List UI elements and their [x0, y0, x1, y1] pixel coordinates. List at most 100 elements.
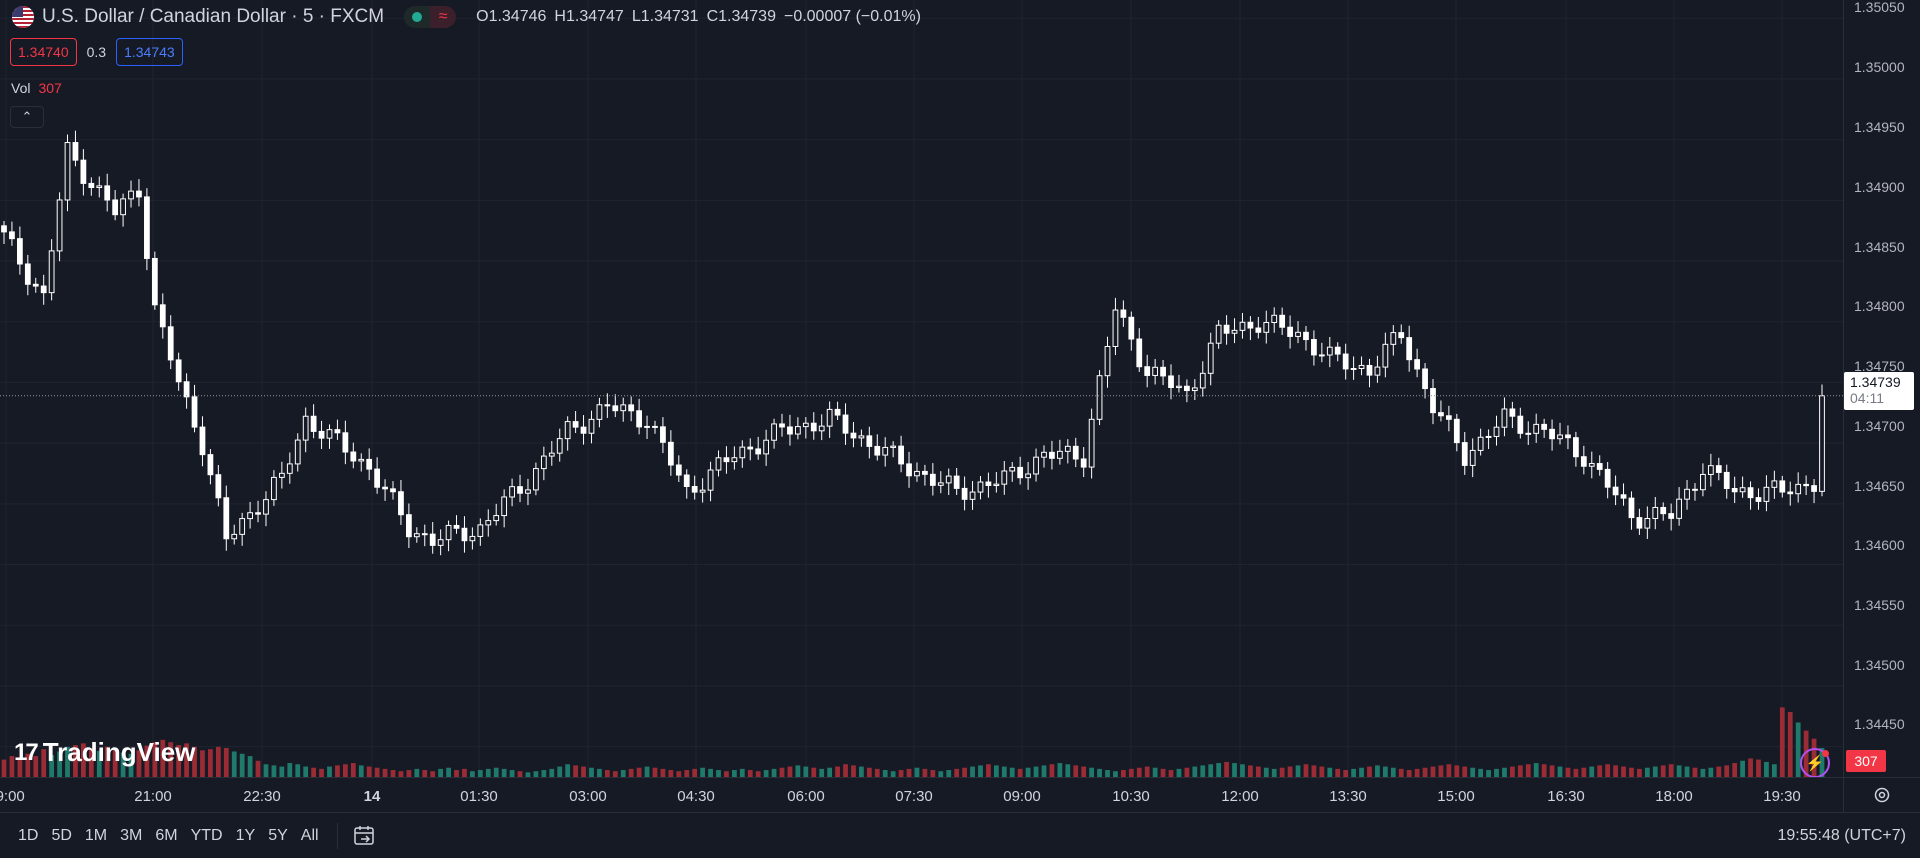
time-axis[interactable]: 19:00 21:00 22:30 14 01:30 03:00 04:30 0…	[0, 777, 1843, 812]
volume-bar	[1454, 765, 1460, 777]
candle-down	[1, 225, 7, 233]
candle-up	[1676, 498, 1682, 519]
volume-legend[interactable]: Vol 307	[11, 80, 62, 96]
candle-down	[866, 435, 873, 447]
volume-bar	[168, 742, 174, 777]
candle-up	[96, 185, 103, 189]
candle-up	[493, 515, 500, 522]
price-tick: 1.34650	[1854, 478, 1905, 494]
go-to-date-button[interactable]	[352, 823, 378, 849]
candle-down	[683, 474, 690, 487]
volume-bar	[1279, 767, 1285, 777]
volume-bar	[882, 770, 888, 777]
candle-down	[1787, 491, 1794, 495]
candle-down	[136, 190, 142, 198]
range-5d[interactable]: 5D	[51, 826, 72, 844]
volume-bar	[184, 743, 189, 777]
price-tick: 1.34600	[1854, 537, 1905, 553]
candle-up	[699, 489, 706, 493]
chart-pane[interactable]: U.S. Dollar / Canadian Dollar · 5 · FXCM…	[0, 0, 1843, 778]
candle-down	[350, 451, 357, 462]
time-tick: 22:30	[243, 788, 281, 805]
volume-bar	[422, 770, 428, 777]
time-tick: 16:30	[1547, 788, 1585, 805]
tradingview-watermark[interactable]: 17 TradingView	[14, 737, 195, 768]
candle-down	[755, 448, 762, 455]
candle-down	[80, 159, 87, 184]
volume-bar	[335, 765, 340, 777]
volume-bar	[485, 768, 491, 777]
range-1m[interactable]: 1M	[84, 826, 108, 844]
symbol-title[interactable]: U.S. Dollar / Canadian Dollar · 5 · FXCM	[42, 6, 385, 27]
volume-bar	[1160, 768, 1166, 777]
time-tick: 03:00	[569, 788, 607, 805]
range-all[interactable]: All	[300, 826, 319, 844]
volume-bar	[1359, 767, 1364, 777]
range-1d[interactable]: 1D	[18, 826, 39, 844]
volume-bar	[684, 770, 690, 777]
volume-bar	[414, 768, 420, 777]
candlestick-chart[interactable]	[0, 0, 1843, 777]
range-6m[interactable]: 6M	[155, 826, 178, 844]
volume-bar	[573, 765, 578, 777]
time-tick: 01:30	[460, 788, 498, 805]
collapse-legend-button[interactable]: ⌃	[10, 106, 44, 128]
price-axis[interactable]: 1.35050 1.35000 1.34950 1.34900 1.34850 …	[1843, 0, 1920, 777]
candle-down	[1453, 418, 1460, 444]
candle-up	[1239, 321, 1246, 331]
volume-bar	[1311, 765, 1317, 777]
candle-down	[517, 486, 523, 494]
candle-down	[382, 486, 388, 490]
candle-up	[1819, 395, 1825, 492]
candle-down	[612, 405, 619, 412]
range-5y[interactable]: 5Y	[268, 826, 288, 844]
volume-bar	[350, 763, 356, 777]
candle-up	[1056, 450, 1063, 459]
candle-down	[1692, 488, 1698, 491]
range-1y[interactable]: 1Y	[235, 826, 256, 844]
volume-bar	[676, 771, 682, 777]
volume-bar	[747, 770, 753, 777]
candle-up	[644, 425, 650, 428]
clock-timezone[interactable]: 19:55:48 (UTC+7)	[1777, 826, 1906, 844]
range-ytd[interactable]: YTD	[190, 826, 223, 844]
ohlc-values: O1.34746 H1.34747 L1.34731 C1.34739 −0.0…	[476, 8, 921, 26]
candle-up	[501, 496, 508, 517]
candle-down	[1747, 487, 1754, 499]
volume-label: Vol	[11, 80, 31, 96]
candle-down	[1715, 465, 1722, 473]
candle-up	[509, 486, 515, 498]
volume-value: 307	[38, 80, 62, 96]
price-tick: 1.34850	[1854, 239, 1905, 255]
volume-bar	[517, 771, 523, 777]
candle-up	[294, 439, 301, 465]
volume-bar	[803, 766, 809, 777]
candle-down	[32, 283, 39, 287]
candle-up	[858, 435, 865, 439]
time-tick: 10:30	[1112, 788, 1150, 805]
candle-down	[1580, 456, 1587, 467]
sell-button[interactable]: 1.34740	[10, 38, 77, 66]
candle-up	[1096, 375, 1103, 420]
candle-up	[707, 469, 714, 491]
candle-up	[1763, 486, 1770, 502]
candle-down	[1723, 471, 1730, 489]
candle-up	[882, 446, 889, 456]
volume-bar	[342, 764, 348, 777]
axis-settings-button[interactable]	[1843, 777, 1920, 812]
market-status[interactable]: ≈	[404, 6, 457, 28]
volume-bar	[731, 770, 737, 777]
buy-button[interactable]: 1.34743	[116, 38, 183, 66]
candle-down	[1541, 423, 1548, 430]
range-3m[interactable]: 3M	[120, 826, 143, 844]
ohlc-low-key: L	[631, 8, 641, 25]
candle-down	[1255, 327, 1262, 333]
candle-down	[1287, 326, 1293, 337]
volume-bar	[1168, 770, 1174, 777]
volume-bar	[652, 767, 658, 777]
candle-up	[771, 423, 777, 441]
volume-bar	[96, 750, 102, 777]
volume-bar	[1652, 766, 1658, 777]
candle-down	[1366, 364, 1373, 376]
candle-up	[1199, 372, 1206, 389]
